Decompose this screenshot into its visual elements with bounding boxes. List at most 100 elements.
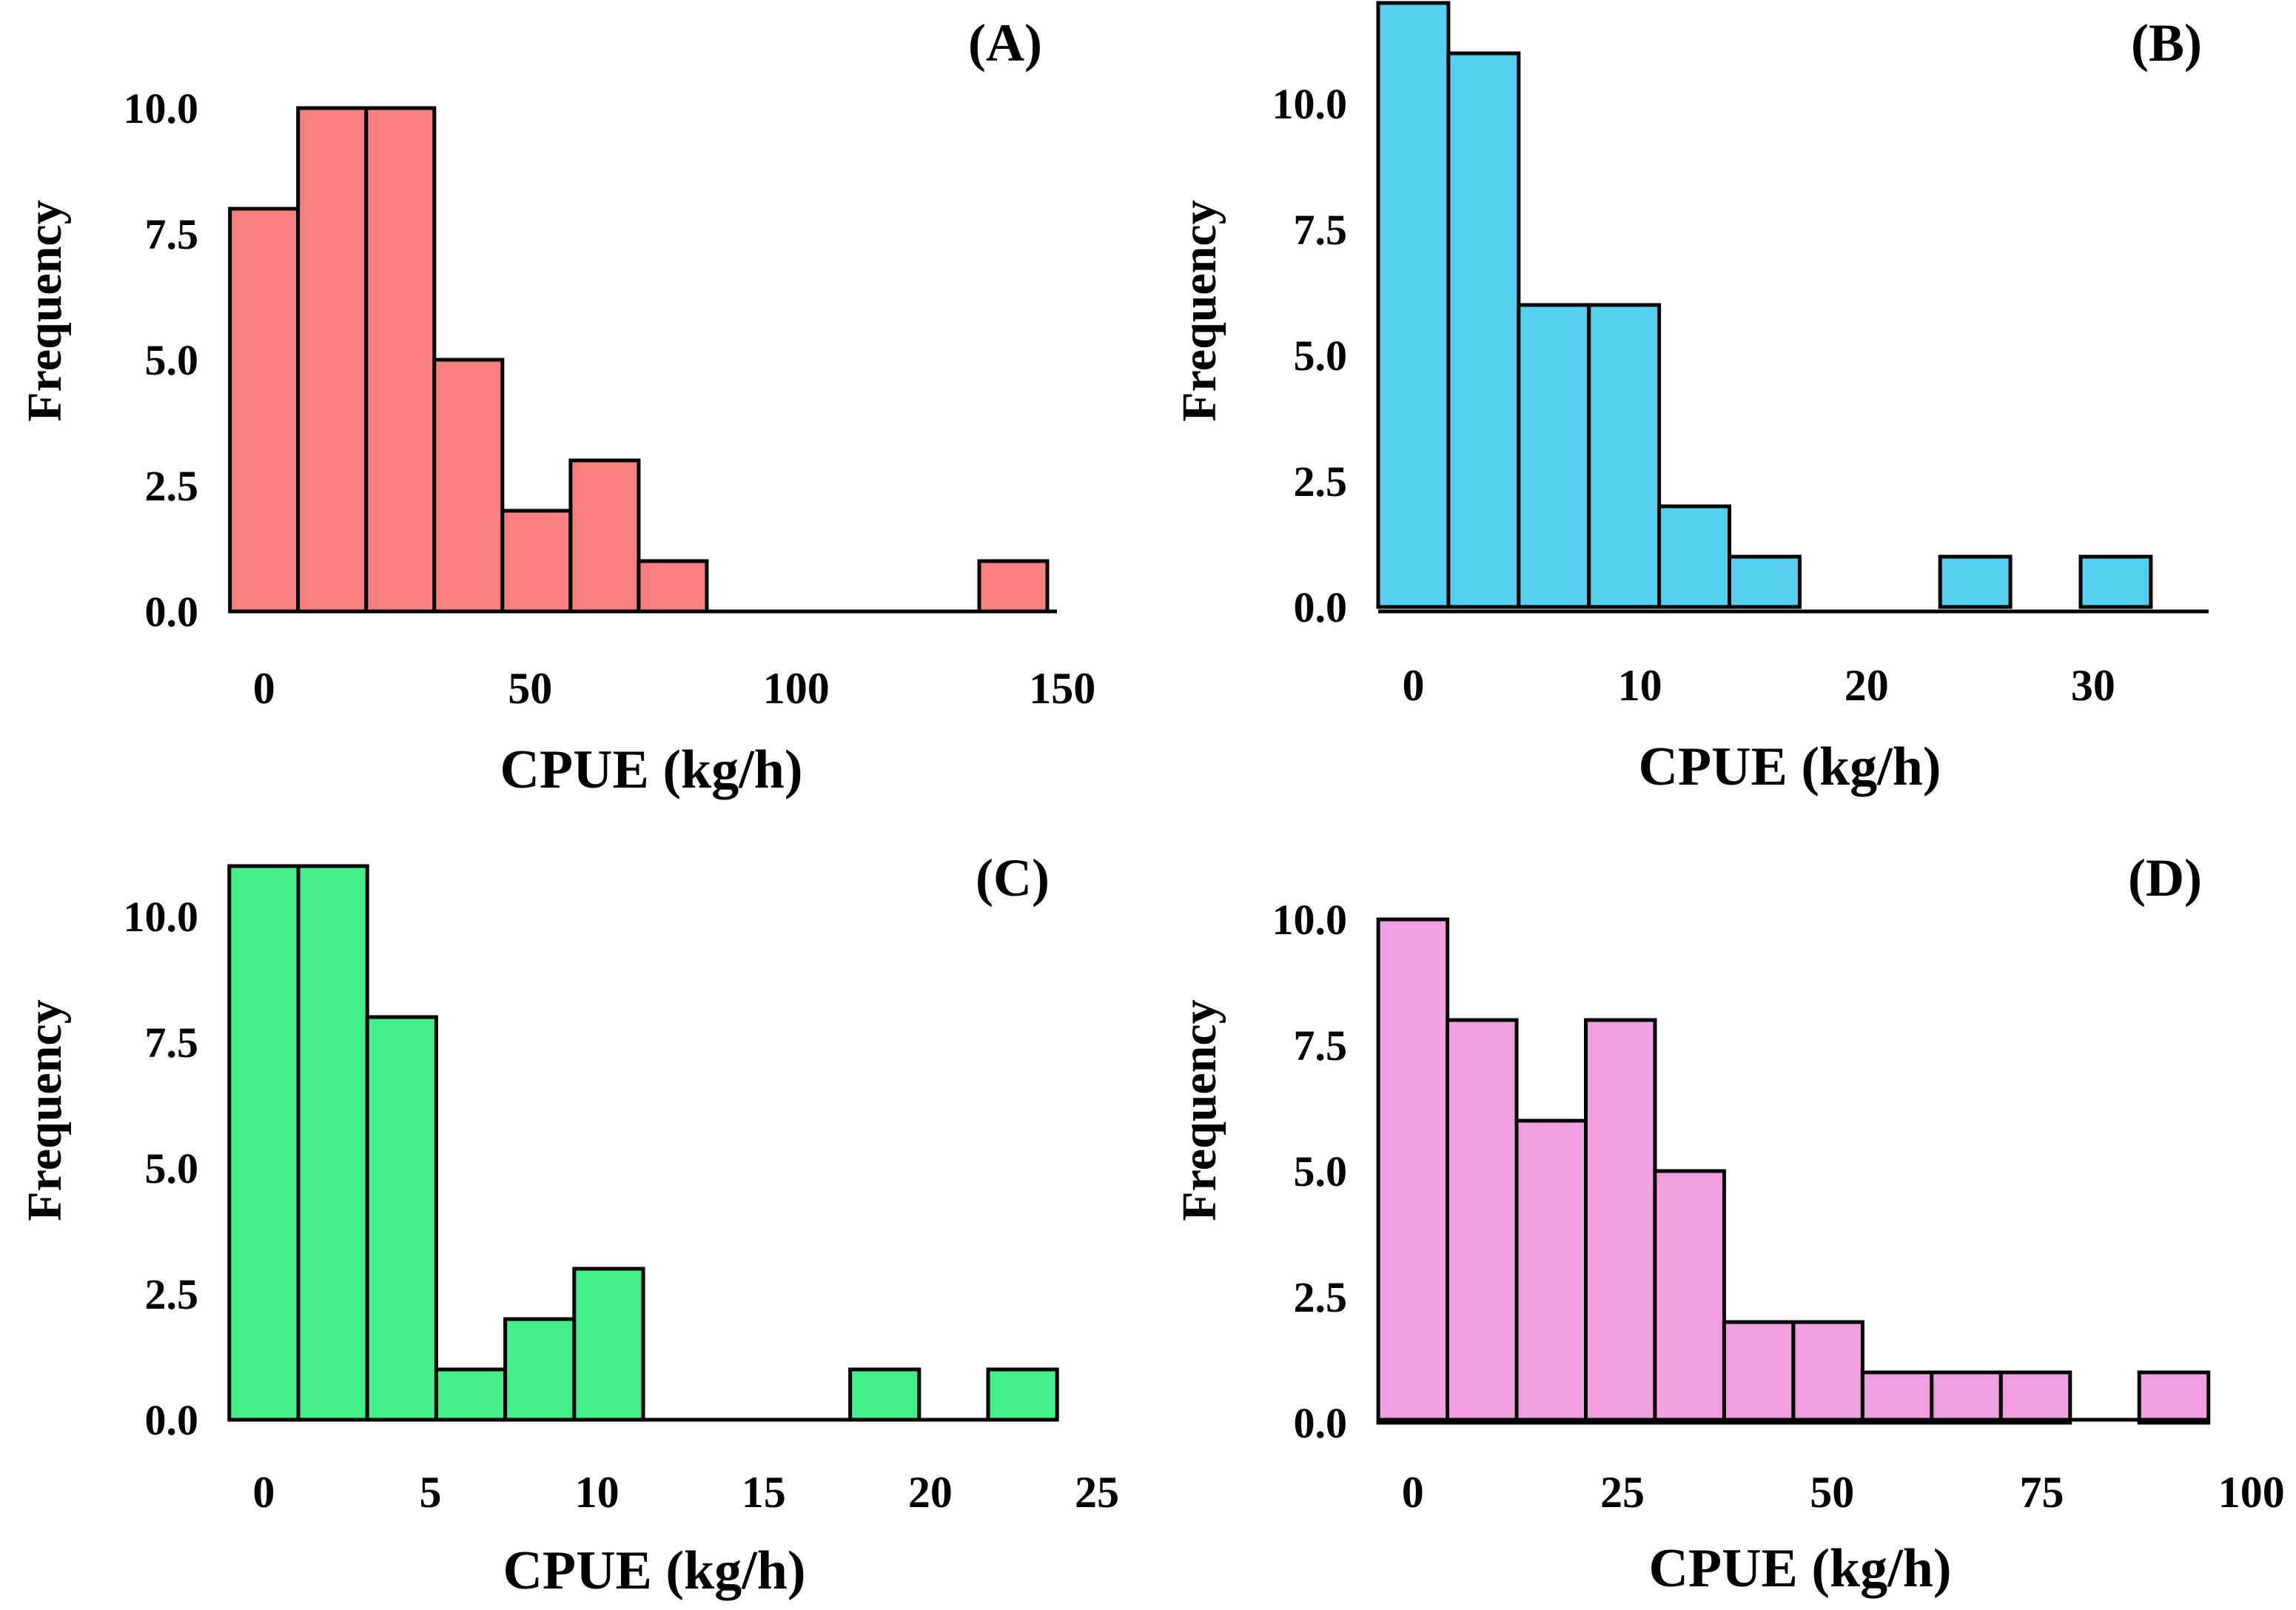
- panel-c-y-axis-label: Frequency: [18, 999, 72, 1221]
- panel-c-bar-1: [227, 864, 301, 1422]
- panel-b-bar-2: [1446, 51, 1521, 609]
- panel-c-y-tick-label: 5.0: [145, 1144, 199, 1193]
- panel-b-x-tick-label: 0: [1403, 661, 1425, 710]
- panel-a-y-tick-label: 0.0: [145, 588, 199, 636]
- panel-c-bar-10: [848, 1367, 922, 1422]
- panel-a-x-tick-label: 0: [253, 664, 275, 713]
- panel-b-y-tick-label: 7.5: [1294, 206, 1348, 254]
- panel-a-y-axis-label: Frequency: [18, 200, 72, 421]
- panel-a-bar-6: [568, 458, 641, 614]
- panel-b-x-ticks: 0 10 20 30: [1403, 661, 2115, 710]
- panel-c-bar-6: [572, 1267, 645, 1422]
- panel-c-x-axis-label: CPUE (kg/h): [503, 1540, 805, 1601]
- panel-c-bar-12: [986, 1367, 1059, 1422]
- panel-b-bar-9: [1938, 554, 2013, 609]
- panel-a-y-tick-label: 7.5: [145, 210, 199, 258]
- panel-c-bar-4: [434, 1367, 508, 1422]
- panel-d-bar-2: [1446, 1018, 1519, 1425]
- panel-c-y-tick-label: 0.0: [145, 1396, 199, 1444]
- panel-b-label: (B): [2131, 13, 2202, 73]
- panel-d-y-tick-label: 0.0: [1294, 1399, 1348, 1447]
- panel-b-bar-5: [1657, 504, 1732, 609]
- panel-a-x-tick-label: 150: [1029, 664, 1095, 713]
- panel-c-y-tick-label: 7.5: [145, 1019, 199, 1067]
- panel-d-bar-7: [1791, 1320, 1864, 1425]
- panel-b-bars: [1376, 1, 2153, 609]
- panel-a-x-tick-label: 50: [508, 664, 552, 713]
- panel-a-bar-1: [228, 207, 301, 614]
- panel-b-bar-1: [1376, 1, 1451, 609]
- panel-a-bar-12: [977, 559, 1050, 614]
- panel-c-x-tick-label: 0: [252, 1468, 275, 1517]
- panel-a-x-ticks: 0 50 100 150: [253, 664, 1095, 713]
- panel-b-y-tick-label: 2.5: [1294, 457, 1348, 506]
- panel-c-x-tick-label: 20: [908, 1468, 953, 1517]
- panel-d-x-tick-label: 25: [1600, 1468, 1645, 1517]
- panel-b-x-tick-label: 10: [1618, 661, 1662, 710]
- panel-c-bar-3: [365, 1015, 438, 1422]
- panel-d-bar-6: [1722, 1320, 1796, 1425]
- panel-a-bar-3: [364, 106, 437, 614]
- panel-b-y-tick-label: 10.0: [1272, 80, 1348, 128]
- panel-d-bar-9: [1930, 1370, 2003, 1425]
- panel-d-y-tick-label: 7.5: [1294, 1022, 1348, 1070]
- panel-b-bar-3: [1517, 303, 1591, 609]
- panel-d-y-axis-label: Frequency: [1172, 999, 1226, 1221]
- panel-d-bar-12: [2137, 1370, 2211, 1425]
- panel-a-bar-5: [500, 509, 573, 614]
- panel-d-bar-5: [1653, 1169, 1726, 1425]
- panel-d-y-tick-label: 2.5: [1294, 1273, 1348, 1321]
- panel-b-x-tick-label: 30: [2071, 661, 2115, 710]
- panel-c-bar-2: [296, 864, 369, 1422]
- panel-c-label: (C): [976, 848, 1050, 908]
- panel-d: 0 25 50 75 100 0.0 2.5 5.0 7.5 10.0 (D) CPUE (kg…: [1172, 848, 2285, 1599]
- panel-b-x-axis-label: CPUE (kg/h): [1638, 737, 1941, 797]
- panel-b-y-ticks: 0.0 2.5 5.0 7.5 10.0: [1272, 80, 1348, 631]
- panel-c-y-tick-label: 10.0: [124, 893, 199, 941]
- panel-a-y-tick-label: 2.5: [145, 462, 199, 510]
- panel-d-y-tick-label: 5.0: [1294, 1147, 1348, 1195]
- panel-c-y-tick-label: 2.5: [145, 1270, 199, 1318]
- panel-a-y-ticks: 0.0 2.5 5.0 7.5 10.0: [124, 84, 199, 636]
- panel-d-bars: [1376, 917, 2211, 1425]
- panel-b-y-axis-label: Frequency: [1172, 200, 1226, 421]
- panel-d-bar-3: [1514, 1118, 1588, 1425]
- panel-d-bar-4: [1584, 1018, 1657, 1425]
- panel-c: 0 5 10 15 20 25 0.0 2.5 5.0 7.5 10.0 (C) CPUE (kg…: [18, 848, 1119, 1601]
- panel-d-x-axis-label: CPUE (kg/h): [1648, 1538, 1951, 1599]
- panel-a: 0 50 100 150 0.0 2.5 5.0 7.5 10.0 (A) CPUE (kg/…: [18, 13, 1095, 800]
- panel-d-x-tick-label: 75: [2020, 1468, 2064, 1517]
- panel-d-bar-10: [1998, 1370, 2072, 1425]
- panel-d-x-tick-label: 0: [1402, 1468, 1424, 1517]
- panel-c-bar-5: [503, 1317, 577, 1422]
- panel-a-bar-2: [296, 106, 369, 614]
- panel-c-x-tick-label: 5: [420, 1468, 442, 1517]
- panel-b: 0 10 20 30 0.0 2.5 5.0 7.5 10.0 (B) CPUE (kg/h)…: [1172, 1, 2209, 797]
- panel-c-x-ticks: 0 5 10 15 20 25: [252, 1468, 1119, 1517]
- panel-d-y-tick-label: 10.0: [1272, 896, 1348, 944]
- panel-a-x-axis-label: CPUE (kg/h): [500, 739, 802, 800]
- panel-a-y-tick-label: 5.0: [145, 336, 199, 384]
- panel-b-y-tick-label: 0.0: [1294, 583, 1348, 631]
- panel-d-label: (D): [2128, 848, 2202, 908]
- panel-a-bar-4: [432, 358, 505, 614]
- panel-a-x-tick-label: 100: [763, 664, 830, 713]
- panel-a-label: (A): [968, 13, 1042, 73]
- panel-a-y-tick-label: 10.0: [124, 84, 199, 133]
- panel-b-bar-4: [1587, 303, 1662, 609]
- panel-b-bar-11: [2078, 554, 2153, 609]
- panel-c-x-tick-label: 15: [742, 1468, 786, 1517]
- panel-d-y-ticks: 0.0 2.5 5.0 7.5 10.0: [1272, 896, 1348, 1447]
- panel-c-x-tick-label: 10: [575, 1468, 620, 1517]
- panel-d-x-tick-label: 50: [1810, 1468, 1854, 1517]
- panel-a-bars: [228, 106, 1050, 614]
- panel-c-y-ticks: 0.0 2.5 5.0 7.5 10.0: [124, 893, 199, 1444]
- panel-b-bar-6: [1728, 554, 1802, 609]
- panel-c-bars: [227, 864, 1059, 1422]
- panel-d-bar-8: [1860, 1370, 1934, 1425]
- panel-a-bar-7: [637, 559, 709, 614]
- panel-c-x-tick-label: 25: [1075, 1468, 1119, 1517]
- panel-d-x-tick-label: 100: [2218, 1468, 2285, 1517]
- panel-b-x-tick-label: 20: [1844, 661, 1889, 710]
